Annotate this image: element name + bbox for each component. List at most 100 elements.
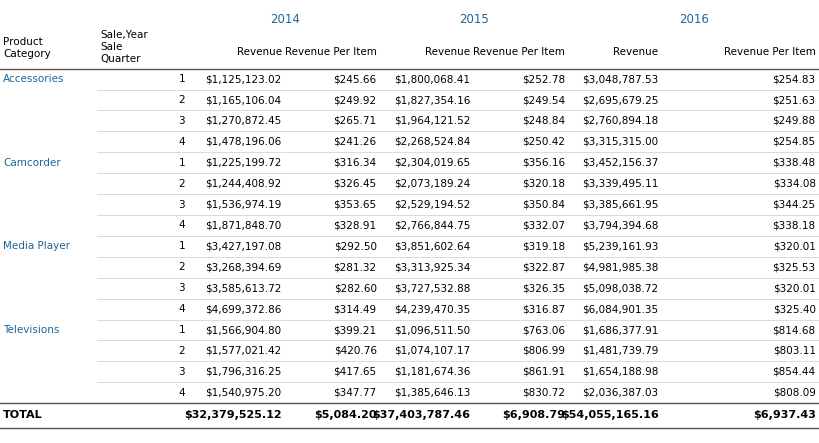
Text: $6,908.79: $6,908.79 [502,410,565,420]
Text: $2,073,189.24: $2,073,189.24 [394,179,470,189]
Text: 2016: 2016 [679,13,708,27]
Text: $254.83: $254.83 [772,74,816,84]
Text: $241.26: $241.26 [333,137,377,147]
Text: $332.07: $332.07 [522,221,565,230]
Text: $316.87: $316.87 [522,304,565,314]
Text: $328.91: $328.91 [333,221,377,230]
Text: $344.25: $344.25 [772,200,816,210]
Text: $249.54: $249.54 [522,95,565,105]
Text: 2: 2 [179,95,185,105]
Text: $338.18: $338.18 [772,221,816,230]
Text: Media Player: Media Player [3,241,70,251]
Text: 3: 3 [179,283,185,293]
Text: $338.48: $338.48 [772,158,816,168]
Text: $830.72: $830.72 [522,388,565,398]
Text: $281.32: $281.32 [333,262,377,272]
Text: $265.71: $265.71 [333,116,377,126]
Text: 4: 4 [179,137,185,147]
Text: $2,529,194.52: $2,529,194.52 [394,200,470,210]
Text: Revenue: Revenue [237,47,282,57]
Text: $282.60: $282.60 [333,283,377,293]
Text: Accessories: Accessories [3,74,65,84]
Text: $1,244,408.92: $1,244,408.92 [206,179,282,189]
Text: $3,339,495.11: $3,339,495.11 [582,179,658,189]
Text: $399.21: $399.21 [333,325,377,335]
Text: $248.84: $248.84 [522,116,565,126]
Text: $814.68: $814.68 [772,325,816,335]
Text: $417.65: $417.65 [333,367,377,377]
Text: $3,794,394.68: $3,794,394.68 [582,221,658,230]
Text: $5,084.20: $5,084.20 [314,410,377,420]
Text: $1,074,107.17: $1,074,107.17 [394,346,470,356]
Text: $1,686,377.91: $1,686,377.91 [582,325,658,335]
Text: 2014: 2014 [270,13,300,27]
Text: Category: Category [3,49,51,59]
Text: $854.44: $854.44 [772,367,816,377]
Text: 2: 2 [179,179,185,189]
Text: $1,654,188.98: $1,654,188.98 [582,367,658,377]
Text: $1,964,121.52: $1,964,121.52 [394,116,470,126]
Text: $4,699,372.86: $4,699,372.86 [206,304,282,314]
Text: $3,727,532.88: $3,727,532.88 [394,283,470,293]
Text: $2,268,524.84: $2,268,524.84 [394,137,470,147]
Text: $325.53: $325.53 [772,262,816,272]
Text: $6,937.43: $6,937.43 [753,410,816,420]
Text: $420.76: $420.76 [333,346,377,356]
Text: $322.87: $322.87 [522,262,565,272]
Text: Televisions: Televisions [3,325,60,335]
Text: $350.84: $350.84 [522,200,565,210]
Text: 2015: 2015 [459,13,489,27]
Text: $1,566,904.80: $1,566,904.80 [206,325,282,335]
Text: $334.08: $334.08 [772,179,816,189]
Text: $326.45: $326.45 [333,179,377,189]
Text: $5,098,038.72: $5,098,038.72 [582,283,658,293]
Text: $249.88: $249.88 [772,116,816,126]
Text: Quarter: Quarter [100,54,140,64]
Text: 1: 1 [179,241,185,251]
Text: Revenue Per Item: Revenue Per Item [285,47,377,57]
Text: $3,313,925.34: $3,313,925.34 [394,262,470,272]
Text: $1,796,316.25: $1,796,316.25 [206,367,282,377]
Text: $326.35: $326.35 [522,283,565,293]
Text: $2,036,387.03: $2,036,387.03 [582,388,658,398]
Text: $803.11: $803.11 [772,346,816,356]
Text: 1: 1 [179,158,185,168]
Text: $325.40: $325.40 [772,304,816,314]
Text: $245.66: $245.66 [333,74,377,84]
Text: $356.16: $356.16 [522,158,565,168]
Text: 4: 4 [179,388,185,398]
Text: Revenue: Revenue [613,47,658,57]
Text: $1,096,511.50: $1,096,511.50 [394,325,470,335]
Text: Sale,Year: Sale,Year [100,31,147,40]
Text: 3: 3 [179,367,185,377]
Text: $1,181,674.36: $1,181,674.36 [394,367,470,377]
Text: 3: 3 [179,116,185,126]
Text: $3,315,315.00: $3,315,315.00 [582,137,658,147]
Text: $1,481,739.79: $1,481,739.79 [582,346,658,356]
Text: $314.49: $314.49 [333,304,377,314]
Text: $1,270,872.45: $1,270,872.45 [206,116,282,126]
Text: $4,239,470.35: $4,239,470.35 [394,304,470,314]
Text: $353.65: $353.65 [333,200,377,210]
Text: Revenue Per Item: Revenue Per Item [724,47,816,57]
Text: 1: 1 [179,74,185,84]
Text: $2,304,019.65: $2,304,019.65 [394,158,470,168]
Text: $3,385,661.95: $3,385,661.95 [582,200,658,210]
Text: $1,225,199.72: $1,225,199.72 [206,158,282,168]
Text: Revenue: Revenue [425,47,470,57]
Text: $763.06: $763.06 [522,325,565,335]
Text: $2,760,894.18: $2,760,894.18 [582,116,658,126]
Text: $1,125,123.02: $1,125,123.02 [206,74,282,84]
Text: 2: 2 [179,346,185,356]
Text: $808.09: $808.09 [773,388,816,398]
Text: $54,055,165.16: $54,055,165.16 [561,410,658,420]
Text: 2: 2 [179,262,185,272]
Text: $3,048,787.53: $3,048,787.53 [582,74,658,84]
Text: $2,695,679.25: $2,695,679.25 [582,95,658,105]
Text: $347.77: $347.77 [333,388,377,398]
Text: Revenue Per Item: Revenue Per Item [473,47,565,57]
Text: $1,800,068.41: $1,800,068.41 [394,74,470,84]
Text: $1,165,106.04: $1,165,106.04 [206,95,282,105]
Text: $1,478,196.06: $1,478,196.06 [206,137,282,147]
Text: $1,536,974.19: $1,536,974.19 [206,200,282,210]
